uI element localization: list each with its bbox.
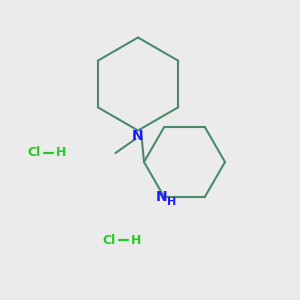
Text: Cl: Cl: [102, 233, 115, 247]
Text: N: N: [132, 130, 144, 143]
Text: H: H: [130, 233, 141, 247]
Text: N: N: [155, 190, 167, 204]
Text: H: H: [56, 146, 66, 160]
Text: H: H: [167, 197, 176, 208]
Text: Cl: Cl: [27, 146, 40, 160]
